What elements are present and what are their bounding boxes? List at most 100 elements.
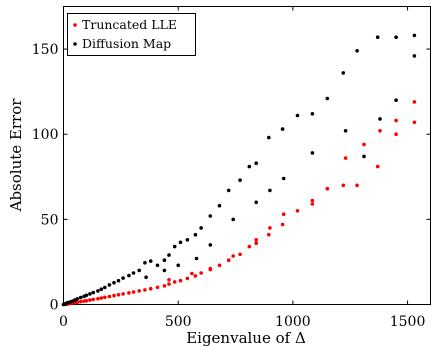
data-point-series-0: [131, 290, 136, 294]
data-point-series-2: [116, 278, 121, 283]
x-axis-label: Eigenvalue of Δ: [186, 329, 306, 347]
data-point-series-3: [343, 129, 348, 133]
data-point-series-2: [185, 238, 190, 242]
data-point-series-2: [217, 203, 222, 208]
data-point-series-0: [295, 209, 300, 213]
data-point-series-3: [162, 268, 167, 273]
y-axis-label: Absolute Error: [7, 98, 25, 213]
data-point-series-2: [84, 293, 89, 298]
data-point-series-1: [167, 278, 171, 282]
y-tick-label: 0: [50, 298, 59, 314]
data-point-series-3: [231, 217, 235, 222]
data-point-series-2: [96, 289, 100, 293]
data-point-series-0: [199, 271, 203, 275]
data-point-series-2: [162, 258, 167, 263]
points-layer: [61, 33, 417, 307]
data-point-series-1: [268, 226, 272, 230]
data-point-series-2: [310, 112, 315, 116]
data-point-series-0: [254, 241, 258, 245]
data-point-series-2: [267, 135, 271, 140]
data-point-series-1: [378, 129, 382, 133]
data-point-series-2: [172, 244, 177, 249]
y-tick-label: 100: [32, 127, 59, 143]
data-point-series-0: [162, 284, 167, 288]
data-point-series-1: [190, 271, 194, 276]
data-point-series-2: [137, 268, 141, 273]
data-point-series-0: [107, 294, 112, 299]
data-point-series-1: [343, 156, 348, 160]
data-point-series-1: [362, 142, 366, 147]
data-point-series-0: [137, 289, 141, 293]
data-point-series-2: [199, 226, 203, 230]
data-point-series-0: [116, 293, 121, 297]
data-point-series-3: [394, 98, 398, 102]
data-point-series-0: [238, 252, 242, 257]
data-point-series-2: [226, 188, 231, 193]
data-point-series-0: [172, 280, 177, 284]
data-point-series-2: [394, 35, 398, 39]
data-point-series-2: [280, 127, 285, 131]
data-point-series-0: [78, 299, 83, 304]
data-point-series-1: [281, 212, 286, 216]
data-point-series-0: [412, 120, 417, 125]
data-point-series-0: [121, 292, 125, 296]
data-point-series-3: [268, 188, 272, 193]
x-tick-label: 1500: [390, 314, 426, 330]
data-point-series-0: [99, 296, 104, 300]
x-tick-label: 0: [59, 314, 68, 330]
data-point-series-1: [231, 254, 235, 258]
data-point-series-2: [103, 285, 107, 290]
data-point-series-3: [208, 243, 213, 247]
legend-box: [67, 13, 196, 56]
data-point-series-2: [295, 113, 300, 118]
data-point-series-0: [193, 274, 198, 278]
data-point-series-0: [310, 198, 315, 203]
data-point-series-0: [91, 297, 96, 302]
data-point-series-2: [355, 49, 359, 53]
data-point-series-0: [178, 278, 183, 283]
data-point-series-0: [280, 222, 285, 227]
data-point-series-0: [375, 164, 380, 169]
data-point-series-2: [127, 273, 131, 278]
data-point-series-2: [88, 292, 92, 296]
data-point-series-0: [96, 296, 100, 301]
data-point-series-0: [185, 276, 190, 281]
data-point-series-2: [112, 280, 116, 285]
legend-label-truncated-lle: Truncated LLE: [82, 17, 177, 32]
data-point-series-0: [341, 183, 346, 188]
legend-label-diffusion-map: Diffusion Map: [82, 36, 171, 51]
data-point-series-0: [143, 288, 147, 292]
data-point-series-2: [167, 253, 171, 257]
data-point-series-3: [176, 263, 180, 268]
data-point-series-2: [107, 283, 112, 287]
data-point-series-3: [281, 176, 286, 181]
y-tick-label: 150: [32, 42, 59, 58]
x-tick-label: 500: [165, 314, 192, 330]
data-point-series-3: [310, 151, 315, 155]
ticks-layer: 0 500 1000 1500 0 50 100 150: [32, 6, 431, 330]
data-point-series-2: [131, 271, 136, 275]
data-point-series-2: [155, 263, 160, 268]
data-point-series-0: [148, 286, 153, 291]
data-point-series-2: [208, 214, 213, 218]
data-point-series-1: [208, 266, 213, 271]
data-point-series-2: [325, 96, 330, 101]
data-point-series-0: [75, 300, 80, 305]
data-point-series-2: [99, 287, 104, 292]
data-point-series-0: [226, 258, 231, 263]
data-point-series-2: [75, 297, 80, 301]
data-point-series-2: [143, 261, 147, 265]
data-point-series-2: [375, 35, 380, 39]
data-point-series-0: [394, 132, 398, 136]
legend: Truncated LLE Diffusion Map: [67, 13, 196, 56]
data-point-series-1: [310, 202, 315, 206]
data-point-series-2: [91, 290, 96, 295]
data-point-series-0: [88, 298, 92, 302]
legend-marker-diffusion-map: [73, 42, 77, 46]
data-point-series-1: [394, 118, 398, 123]
data-point-series-0: [84, 299, 89, 303]
data-point-series-2: [247, 164, 252, 169]
legend-marker-truncated-lle: [73, 23, 77, 27]
data-point-series-0: [267, 232, 271, 237]
